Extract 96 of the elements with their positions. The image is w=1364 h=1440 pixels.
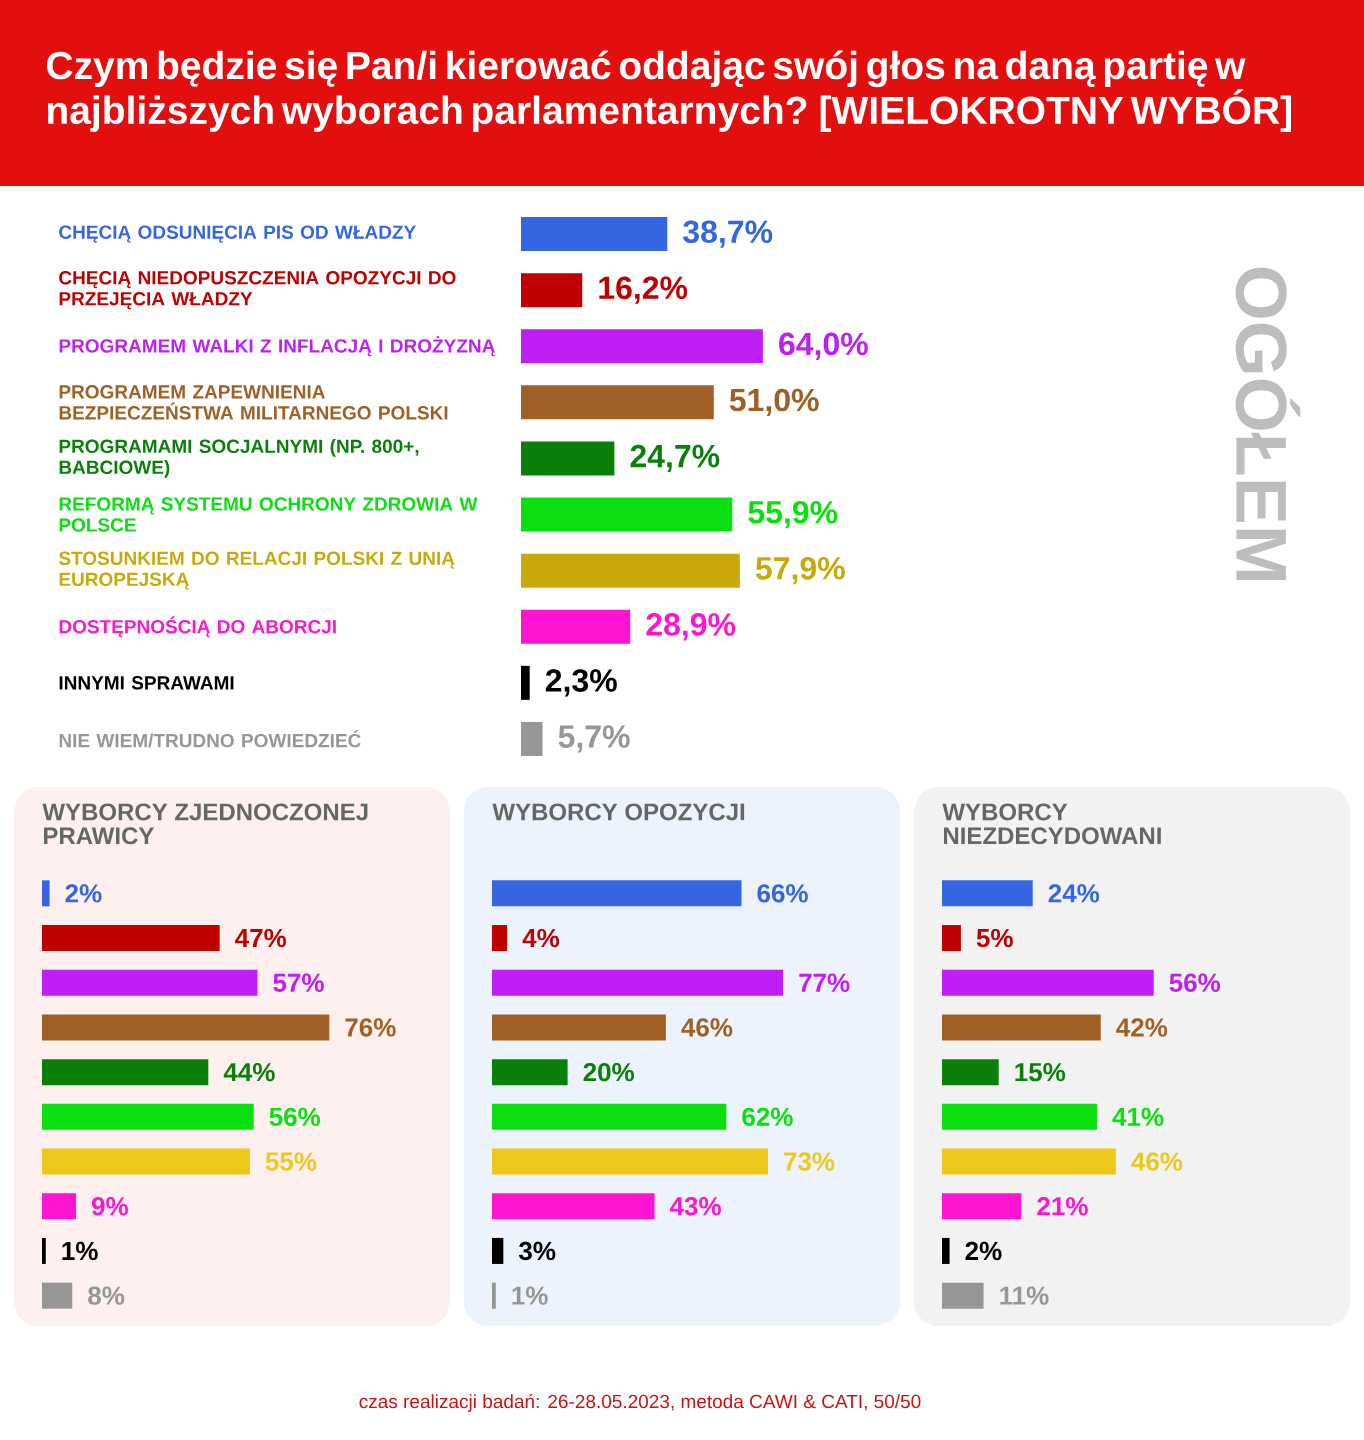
bar [42,925,220,952]
data-label: 21% [1037,1197,1088,1216]
chart-title: Czym będzie się Pan/i kierować oddając swój głos na daną partię w najbliższych wyborach parlamentarnych? [WIELOKROTNY WYBÓR] [46,50,1291,132]
bar [942,1237,950,1264]
data-label: 28,9% [646,613,736,641]
bar [492,1193,655,1220]
data-label: 56% [1169,973,1221,992]
data-label: 46% [681,1018,733,1037]
bar [42,1148,250,1175]
bar [492,1148,768,1175]
data-label: 11% [1000,1286,1049,1305]
bar [942,1059,999,1086]
data-label: 24,7% [630,444,720,473]
y-tick-label: NIE WIEM/TRUDNO POWIEDZIEĆ [59,730,361,748]
data-label: 2% [65,884,102,903]
data-label: 41% [1112,1107,1164,1127]
bar [42,969,258,996]
data-label: 62% [742,1107,793,1127]
bar [492,1059,568,1086]
bar [42,1059,209,1086]
bar [942,1148,1116,1175]
bar [492,1103,727,1130]
bar [42,1014,330,1041]
bar [942,969,1154,996]
bar [42,1237,46,1264]
bar [942,1103,1097,1130]
bar [942,880,1033,907]
bar [492,1282,496,1309]
bar [492,1237,504,1264]
bar [521,721,543,756]
data-label: 15% [1015,1062,1066,1082]
data-label: 2% [965,1241,1002,1261]
data-label: 42% [1116,1018,1168,1037]
bar [521,273,583,308]
chart-title: WYBORCY ZJEDNOCZONEJ PRAWICY [42,803,368,845]
data-label: 9% [91,1197,128,1216]
y-tick-label: DOSTĘPNOŚCIĄ DO ABORCJI [59,616,336,638]
data-label: 55% [265,1152,317,1171]
bar [942,1193,1022,1220]
bar [492,880,742,907]
y-tick-label: PROGRAMEM ZAPEWNIENIA BEZPIECZEŃSTWA MILITARNEGO POLSKI [59,385,448,420]
data-label: 1% [512,1286,548,1305]
y-tick-label: CHĘCIĄ NIEDOPUSZCZENIA OPOZYCJI DO PRZEJĘCIA WŁADZY [59,271,456,310]
data-label: 56% [269,1107,321,1127]
bar [42,880,50,907]
data-label: 8% [88,1286,125,1305]
bar [521,665,530,700]
bar [521,329,763,364]
data-label: 24% [1048,884,1100,903]
y-tick-label: REFORMĄ SYSTEMU OCHRONY ZDROWIA W POLSCE [59,497,478,532]
bar [521,441,615,476]
y-tick-label: STOSUNKIEM DO RELACJI POLSKI Z UNIĄ EUROPEJSKĄ [58,551,455,590]
data-label: 2,3% [545,669,617,697]
bar [521,553,740,588]
data-label: 73% [784,1152,835,1171]
bar [521,497,733,532]
data-label: 66% [757,884,808,903]
bar [492,925,508,952]
y-tick-label: PROGRAMAMI SOCJALNYMI (NP. 800+, BABCIOWE) [59,439,419,478]
y-tick-label: INNYMI SPRAWAMI [59,676,234,690]
bar [521,609,631,644]
data-label: 51,0% [729,388,819,416]
data-label: 4% [522,928,560,948]
data-label: 55,9% [748,500,838,529]
data-label: 77% [799,973,850,992]
data-label: 5,7% [558,725,630,753]
data-label: 20% [583,1062,634,1082]
bar [42,1282,73,1309]
data-label: 47% [235,928,287,948]
data-label: 38,7% [683,220,773,248]
data-label: 16,2% [599,276,688,304]
data-label: 57% [273,973,324,992]
bar [42,1103,254,1130]
data-label: 57,9% [755,557,845,585]
chart-title: WYBORCY NIEZDECYDOWANI [942,803,1161,845]
data-label: 3% [518,1241,556,1261]
chart-title: WYBORCY OPOZYCJI [492,803,745,821]
y2-axis-title: OGÓŁEM [1235,267,1301,580]
data-label: 44% [223,1063,275,1082]
y-tick-label: CHĘCIĄ ODSUNIĘCIA PIS OD WŁADZY [59,225,416,243]
text: czas realizacji badań: 26-28.05.2023, metoda CAWI & CATI, 50/50 [359,1394,921,1412]
data-label: 64,0% [779,332,868,360]
bar [492,969,784,996]
data-label: 43% [669,1197,721,1216]
bar [42,1193,77,1220]
bar [942,1014,1101,1041]
bar [942,1282,984,1309]
bar [942,925,961,952]
bar [521,217,668,252]
data-label: 76% [345,1018,396,1037]
data-label: 1% [62,1241,98,1261]
y-tick-label: PROGRAMEM WALKI Z INFLACJĄ I DROŻYZNĄ [59,336,495,357]
data-label: 5% [976,928,1013,948]
bar [521,385,714,420]
bar [492,1014,666,1041]
data-label: 46% [1131,1152,1183,1171]
